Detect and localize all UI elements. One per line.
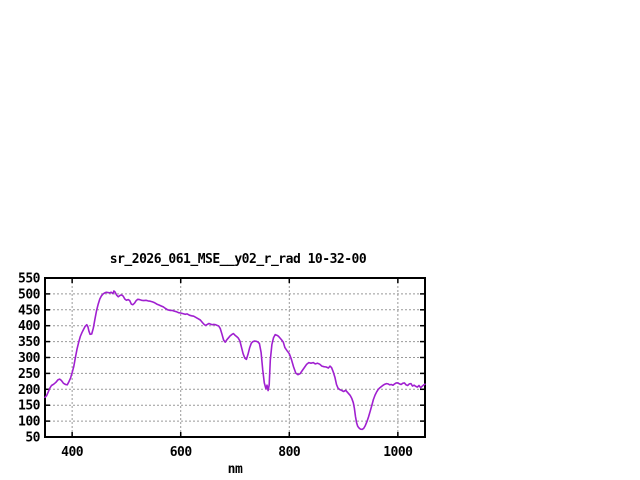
y-tick-label: 450 bbox=[18, 303, 41, 318]
y-tick-label: 150 bbox=[18, 399, 41, 414]
x-tick-label: 400 bbox=[61, 445, 84, 460]
y-tick-label: 250 bbox=[18, 367, 41, 382]
y-tick-label: 300 bbox=[18, 351, 41, 366]
y-tick-label: 500 bbox=[18, 287, 41, 302]
chart-title: sr_2026_061_MSE__y02_r_rad 10-32-00 bbox=[110, 252, 367, 267]
y-tick-label: 100 bbox=[18, 415, 41, 430]
grid-lines bbox=[45, 278, 425, 437]
plot-frame bbox=[44, 277, 426, 438]
y-tick-label: 200 bbox=[18, 383, 41, 398]
y-tick-label: 400 bbox=[18, 319, 41, 334]
spectrum-line bbox=[44, 290, 426, 431]
x-axis-label: nm bbox=[228, 462, 243, 477]
x-tick-label: 800 bbox=[278, 445, 301, 460]
x-tick-label: 1000 bbox=[383, 445, 413, 460]
y-tick-label: 550 bbox=[18, 272, 41, 287]
y-tick-label: 350 bbox=[18, 335, 41, 350]
x-tick-label: 600 bbox=[170, 445, 193, 460]
y-tick-label: 50 bbox=[25, 431, 40, 446]
